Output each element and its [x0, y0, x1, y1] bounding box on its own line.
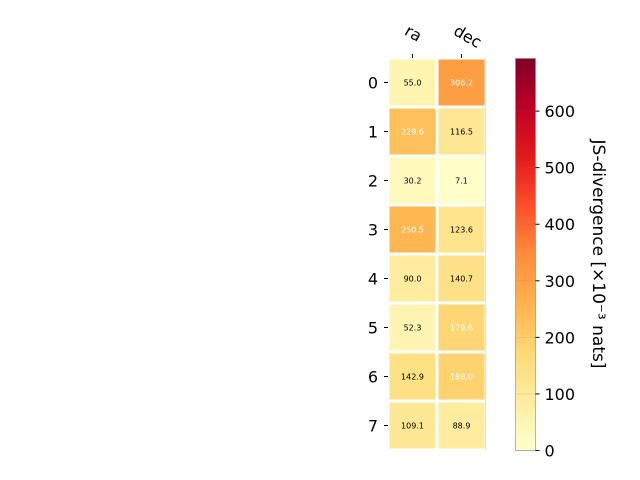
y-tick-label: 3: [368, 221, 378, 240]
x-tick-label: ra: [402, 21, 426, 46]
colorbar-tick-label: 400: [545, 215, 576, 234]
heatmap-cell: [389, 402, 436, 449]
heatmap-cell: [389, 157, 436, 204]
colorbar-tick-label: 500: [545, 159, 576, 178]
heatmap-cell: [438, 304, 485, 351]
cell-value-label: 306.2: [450, 79, 473, 88]
cell-value-label: 7.1: [455, 177, 468, 186]
cell-value-label: 30.2: [404, 177, 422, 186]
y-tick-label: 2: [368, 172, 378, 191]
y-tick-label: 4: [368, 270, 378, 289]
cell-value-label: 142.9: [401, 373, 424, 382]
heatmap-cell: [438, 59, 485, 106]
heatmap-cell: [438, 255, 485, 302]
y-tick-label: 1: [368, 123, 378, 142]
heatmap-cell: [389, 59, 436, 106]
y-tick-label: 5: [368, 319, 378, 338]
colorbar-tick-label: 300: [545, 272, 576, 291]
y-axis-ticks: 0 1 2 3 4 5 6 7: [368, 74, 388, 436]
cell-value-label: 55.0: [404, 79, 422, 88]
colorbar-tick-label: 600: [545, 102, 576, 121]
colorbar-tick-label: 200: [545, 328, 576, 347]
heatmap-cell: [389, 255, 436, 302]
cell-value-label: 90.0: [404, 275, 422, 284]
cell-value-label: 88.9: [453, 422, 471, 431]
y-tick-label: 6: [368, 368, 378, 387]
heatmap-cell: [389, 353, 436, 400]
colorbar-tick-label: 0: [545, 442, 555, 461]
cell-value-label: 250.5: [401, 226, 424, 235]
y-tick-label: 0: [368, 74, 378, 93]
heatmap-cell: [438, 157, 485, 204]
cell-value-label: 109.1: [401, 422, 424, 431]
heatmap-cells: 55.0 306.2 229.6 116.5 30.2 7.1 250.5 123.6 90.0…: [389, 58, 486, 450]
heatmap-cell: [438, 206, 485, 253]
cell-value-label: 116.5: [450, 128, 473, 137]
x-tick-label: dec: [451, 21, 485, 52]
cell-value-label: 140.7: [450, 275, 473, 284]
colorbar-tick-label: 100: [545, 385, 576, 404]
y-tick-label: 7: [368, 417, 378, 436]
cell-value-label: 179.6: [450, 324, 473, 333]
colorbar-gradient: [515, 58, 536, 451]
heatmap-cell: [438, 353, 485, 400]
heatmap-cell: [438, 108, 485, 155]
cell-value-label: 188.0: [450, 373, 473, 382]
heatmap-cell: [389, 108, 436, 155]
heatmap-cell: [389, 206, 436, 253]
colorbar-ticks: 0 100 200 300 400 500 600: [515, 102, 576, 461]
cell-value-label: 52.3: [404, 324, 422, 333]
heatmap-cell: [389, 304, 436, 351]
heatmap-cell: [438, 402, 485, 449]
cell-value-label: 229.6: [401, 128, 424, 137]
colorbar-label: JS-divergence [×10⁻³ nats]: [588, 139, 608, 369]
cell-value-label: 123.6: [450, 226, 473, 235]
x-axis-ticks: ra dec: [402, 21, 485, 58]
colorbar: [515, 58, 536, 451]
